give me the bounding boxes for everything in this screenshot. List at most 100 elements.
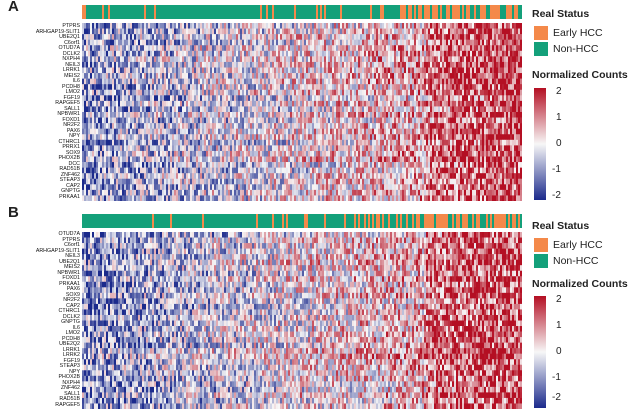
heatmap-cell [88, 50, 91, 57]
heatmap-cell [456, 100, 459, 107]
heatmap-cell [238, 73, 241, 79]
heatmap-cell [348, 28, 351, 35]
heatmap-cell [100, 56, 103, 63]
heatmap-cell [230, 84, 233, 91]
heatmap-cell [378, 134, 381, 141]
heatmap-cell [356, 112, 359, 118]
heatmap-cell [196, 67, 199, 74]
heatmap-cell [292, 139, 295, 146]
heatmap-cell [394, 89, 397, 96]
heatmap-cell [268, 100, 271, 107]
heatmap-cell [334, 89, 337, 96]
heatmap-cell [466, 89, 469, 96]
heatmap-cell [434, 134, 437, 141]
heatmap-cell [450, 28, 453, 35]
status-cell [268, 5, 271, 19]
heatmap-cell [350, 56, 353, 63]
heatmap-cell [92, 112, 95, 118]
heatmap-cell [418, 100, 421, 107]
heatmap-cell [404, 28, 407, 35]
heatmap-cell [368, 73, 371, 79]
heatmap-cell [348, 45, 351, 52]
heatmap-cell [262, 56, 265, 63]
heatmap-cell [444, 84, 447, 91]
heatmap-cell [262, 95, 265, 102]
heatmap-cell [160, 28, 163, 35]
heatmap-cell [96, 23, 99, 29]
heatmap-cell [342, 78, 345, 85]
heatmap-cell [276, 61, 279, 68]
heatmap-cell [220, 117, 223, 124]
heatmap-cell [154, 28, 157, 35]
heatmap-cell [494, 100, 497, 107]
heatmap-cell [356, 61, 359, 68]
heatmap-cell [212, 73, 215, 79]
heatmap-cell [212, 89, 215, 96]
status-cell [308, 5, 311, 19]
heatmap-cell [288, 28, 291, 35]
heatmap-cell [334, 84, 337, 91]
heatmap-cell [362, 45, 365, 52]
heatmap-cell [262, 123, 265, 129]
gene-label: ARHGAP19-SLIT1 [35, 28, 80, 35]
heatmap-cell [154, 78, 157, 85]
heatmap-cell [224, 56, 227, 63]
heatmap-cell [180, 95, 183, 102]
heatmap-cell [460, 128, 463, 135]
heatmap-cell [164, 100, 167, 107]
heatmap-cell [232, 50, 235, 57]
heatmap-cell [340, 134, 343, 141]
heatmap-cell [510, 112, 513, 118]
heatmap-cell [208, 84, 211, 91]
heatmap-cell [456, 84, 459, 91]
heatmap-cell [344, 117, 347, 124]
heatmap-cell [492, 67, 495, 74]
heatmap-cell [168, 61, 171, 68]
heatmap-cell [288, 89, 291, 96]
heatmap-cell [500, 28, 503, 35]
heatmap-cell [260, 100, 263, 107]
heatmap-cell [314, 67, 317, 74]
heatmap-cell [268, 45, 271, 52]
heatmap-cell [190, 128, 193, 135]
status-cell [206, 5, 209, 19]
heatmap-cell [432, 56, 435, 63]
heatmap-cell [162, 123, 165, 129]
heatmap-cell [402, 28, 405, 35]
heatmap-cell [482, 117, 485, 124]
heatmap-cell [318, 45, 321, 52]
heatmap-cell [200, 50, 203, 57]
heatmap-cell [298, 56, 301, 63]
heatmap-cell [506, 78, 509, 85]
heatmap-cell [378, 117, 381, 124]
status-cell [250, 5, 253, 19]
heatmap-cell [480, 45, 483, 52]
heatmap-cell [478, 134, 481, 141]
heatmap-cell [218, 134, 221, 141]
heatmap-cell [296, 50, 299, 57]
heatmap-cell [128, 28, 131, 35]
heatmap-cell [416, 112, 419, 118]
heatmap-cell [216, 139, 219, 146]
heatmap-cell [140, 73, 143, 79]
heatmap-cell [516, 50, 519, 57]
gene-label: CTHRC1 [58, 138, 80, 145]
heatmap-cell [206, 106, 209, 113]
heatmap-cell [472, 78, 475, 85]
heatmap-cell [246, 34, 249, 40]
heatmap-cell [408, 89, 411, 96]
heatmap-cell [390, 106, 393, 113]
status-cell [494, 5, 497, 19]
heatmap-cell [174, 106, 177, 113]
heatmap-cell [264, 67, 267, 74]
heatmap-cell [382, 73, 385, 79]
heatmap-cell [120, 28, 123, 35]
heatmap-cell [188, 106, 191, 113]
heatmap-cell [320, 128, 323, 135]
heatmap-cell [388, 67, 391, 74]
heatmap-cell [502, 28, 505, 35]
heatmap-cell [498, 100, 501, 107]
heatmap-cell [440, 117, 443, 124]
heatmap-cell [302, 89, 305, 96]
heatmap-cell [288, 117, 291, 124]
